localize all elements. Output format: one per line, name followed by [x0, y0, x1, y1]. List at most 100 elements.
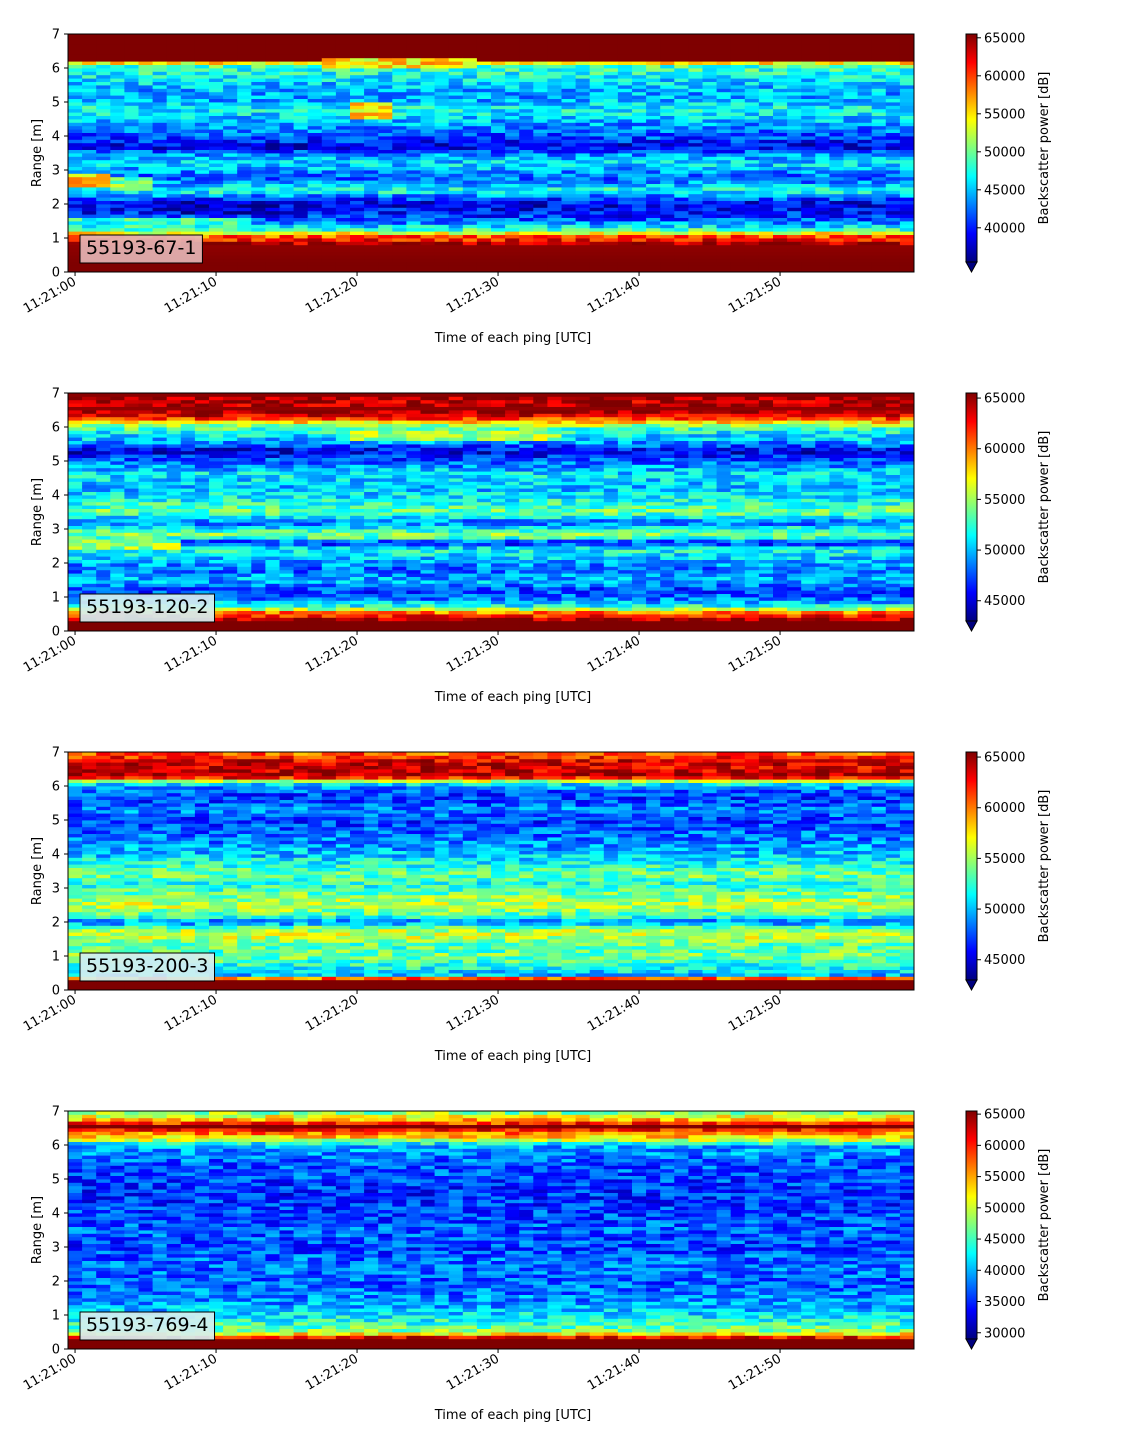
heatmap-cell	[716, 81, 732, 86]
heatmap-cell	[505, 81, 520, 86]
heatmap-cell	[688, 265, 703, 269]
heatmap-cell	[350, 258, 365, 263]
heatmap-cell	[180, 180, 196, 184]
heatmap-cell	[491, 91, 506, 96]
heatmap-cell	[307, 88, 323, 93]
heatmap-cell	[773, 224, 788, 229]
heatmap-cell	[194, 542, 210, 547]
heatmap-cell	[392, 180, 407, 184]
heatmap-cell	[124, 508, 139, 513]
heatmap-cell	[279, 122, 294, 127]
heatmap-cell	[843, 207, 858, 212]
heatmap-cell	[209, 37, 224, 42]
heatmap-cell	[434, 98, 450, 103]
heatmap-cell	[96, 406, 111, 411]
heatmap-cell	[491, 238, 506, 242]
heatmap-cell	[166, 51, 182, 55]
heatmap-cell	[82, 57, 97, 62]
heatmap-cell	[617, 81, 633, 86]
heatmap-cell	[434, 139, 450, 144]
heatmap-cell	[209, 512, 224, 516]
heatmap-cell	[744, 47, 760, 52]
heatmap-cell	[716, 102, 732, 106]
heatmap-cell	[815, 142, 830, 147]
heatmap-cell	[434, 122, 450, 127]
heatmap-cell	[462, 163, 478, 167]
heatmap-cell	[166, 471, 182, 475]
heatmap-cell	[180, 481, 196, 486]
heatmap-cell	[632, 156, 647, 161]
heatmap-cell	[68, 515, 83, 520]
heatmap-cell	[279, 125, 294, 130]
heatmap-cell	[110, 508, 125, 513]
heatmap-cell	[801, 258, 816, 263]
heatmap-cell	[350, 207, 365, 212]
heatmap-cell	[152, 221, 168, 225]
heatmap-cell	[575, 119, 591, 123]
heatmap-cell	[744, 71, 760, 76]
heatmap-cell	[632, 173, 647, 178]
heatmap-cell	[476, 112, 492, 116]
heatmap-cell	[124, 464, 139, 469]
heatmap-cell	[96, 433, 111, 438]
heatmap-cell	[237, 78, 252, 82]
heatmap-cell	[632, 187, 647, 191]
heatmap-cell	[364, 234, 379, 239]
heatmap-cell	[857, 238, 873, 242]
heatmap-cell	[603, 231, 619, 235]
heatmap-cell	[180, 515, 196, 520]
heatmap-cell	[124, 119, 139, 123]
heatmap-cell	[152, 146, 168, 150]
heatmap-cell	[688, 64, 703, 69]
heatmap-cell	[533, 61, 548, 65]
heatmap-cell	[209, 580, 224, 584]
heatmap-cell	[307, 173, 323, 178]
heatmap-cell	[758, 47, 774, 52]
heatmap-cell	[773, 197, 788, 201]
heatmap-cell	[434, 193, 450, 198]
heatmap-cell	[180, 495, 196, 499]
heatmap-cell	[688, 57, 703, 62]
heatmap-cell	[194, 170, 210, 174]
heatmap-cell	[350, 197, 365, 201]
heatmap-cell	[646, 244, 661, 249]
heatmap-cell	[702, 204, 717, 208]
heatmap-cell	[335, 255, 351, 259]
heatmap-cell	[406, 129, 421, 133]
heatmap-cell	[406, 251, 421, 256]
heatmap-cell	[96, 139, 111, 144]
heatmap-cell	[68, 508, 83, 513]
heatmap-cell	[603, 64, 619, 69]
heatmap-cell	[223, 197, 238, 201]
heatmap-cell	[251, 200, 266, 205]
heatmap-cell	[209, 224, 224, 229]
heatmap-cell	[843, 244, 858, 249]
heatmap-cell	[533, 37, 548, 42]
heatmap-cell	[279, 204, 294, 208]
heatmap-cell	[674, 204, 689, 208]
heatmap-cell	[646, 78, 661, 82]
heatmap-cell	[787, 95, 802, 99]
heatmap-cell	[857, 98, 873, 103]
heatmap-cell	[124, 627, 139, 632]
heatmap-cell	[350, 227, 365, 232]
heatmap-cell	[801, 193, 816, 198]
heatmap-cell	[82, 501, 97, 506]
heatmap-cell	[716, 47, 732, 52]
heatmap-cell	[124, 95, 139, 99]
heatmap-cell	[180, 627, 196, 632]
heatmap-cell	[209, 200, 224, 205]
heatmap-cell	[251, 102, 266, 106]
heatmap-cell	[617, 95, 633, 99]
heatmap-cell	[138, 525, 153, 530]
heatmap-cell	[110, 210, 125, 215]
heatmap-cell	[378, 146, 393, 150]
heatmap-cell	[843, 98, 858, 103]
heatmap-cell	[448, 210, 464, 215]
heatmap-cell	[392, 61, 407, 65]
heatmap-cell	[491, 136, 506, 140]
heatmap-cell	[758, 197, 774, 201]
heatmap-cell	[166, 54, 182, 59]
heatmap-cell	[857, 105, 873, 110]
heatmap-cell	[505, 234, 520, 239]
